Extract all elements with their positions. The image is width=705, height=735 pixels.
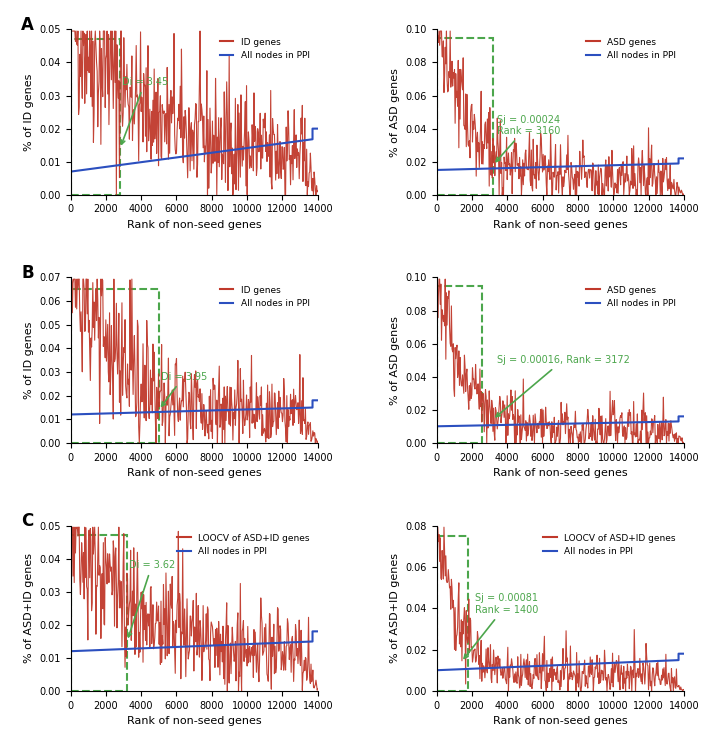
Text: B: B [21, 265, 34, 282]
Legend: LOOCV of ASD+ID genes, All nodes in PPI: LOOCV of ASD+ID genes, All nodes in PPI [174, 530, 313, 560]
Text: Sj = 0.00081
Rank = 1400: Sj = 0.00081 Rank = 1400 [464, 593, 539, 659]
Text: Di = 3.62: Di = 3.62 [128, 560, 175, 637]
Bar [436, 37, 493, 195]
Legend: ID genes, All nodes in PPI: ID genes, All nodes in PPI [216, 282, 313, 312]
Text: Sj = 0.00024
Rank = 3160: Sj = 0.00024 Rank = 3160 [496, 115, 560, 162]
X-axis label: Rank of non-seed genes: Rank of non-seed genes [127, 220, 262, 230]
Text: Di = 3.45: Di = 3.45 [121, 77, 168, 144]
Text: Di = 3.95: Di = 3.95 [161, 372, 207, 406]
X-axis label: Rank of non-seed genes: Rank of non-seed genes [493, 716, 627, 726]
Bar [70, 40, 120, 195]
Legend: ASD genes, All nodes in PPI: ASD genes, All nodes in PPI [582, 282, 680, 312]
Y-axis label: % of ASD genes: % of ASD genes [390, 316, 400, 404]
X-axis label: Rank of non-seed genes: Rank of non-seed genes [127, 716, 262, 726]
Y-axis label: % of ASD+ID genes: % of ASD+ID genes [390, 553, 400, 663]
Text: Sj = 0.00016, Rank = 3172: Sj = 0.00016, Rank = 3172 [496, 355, 630, 417]
Bar [436, 536, 468, 691]
Y-axis label: % of ASD genes: % of ASD genes [390, 68, 400, 157]
Y-axis label: % of ID genes: % of ID genes [24, 321, 34, 399]
X-axis label: Rank of non-seed genes: Rank of non-seed genes [493, 468, 627, 478]
Text: A: A [21, 16, 34, 34]
X-axis label: Rank of non-seed genes: Rank of non-seed genes [493, 220, 627, 230]
Bar [70, 536, 127, 691]
Bar [70, 290, 159, 442]
Text: C: C [21, 512, 33, 530]
Y-axis label: % of ID genes: % of ID genes [24, 74, 34, 151]
X-axis label: Rank of non-seed genes: Rank of non-seed genes [127, 468, 262, 478]
Y-axis label: % of ASD+ID genes: % of ASD+ID genes [24, 553, 34, 663]
Bar [436, 286, 482, 442]
Legend: ASD genes, All nodes in PPI: ASD genes, All nodes in PPI [582, 34, 680, 64]
Legend: LOOCV of ASD+ID genes, All nodes in PPI: LOOCV of ASD+ID genes, All nodes in PPI [540, 530, 680, 560]
Legend: ID genes, All nodes in PPI: ID genes, All nodes in PPI [216, 34, 313, 64]
